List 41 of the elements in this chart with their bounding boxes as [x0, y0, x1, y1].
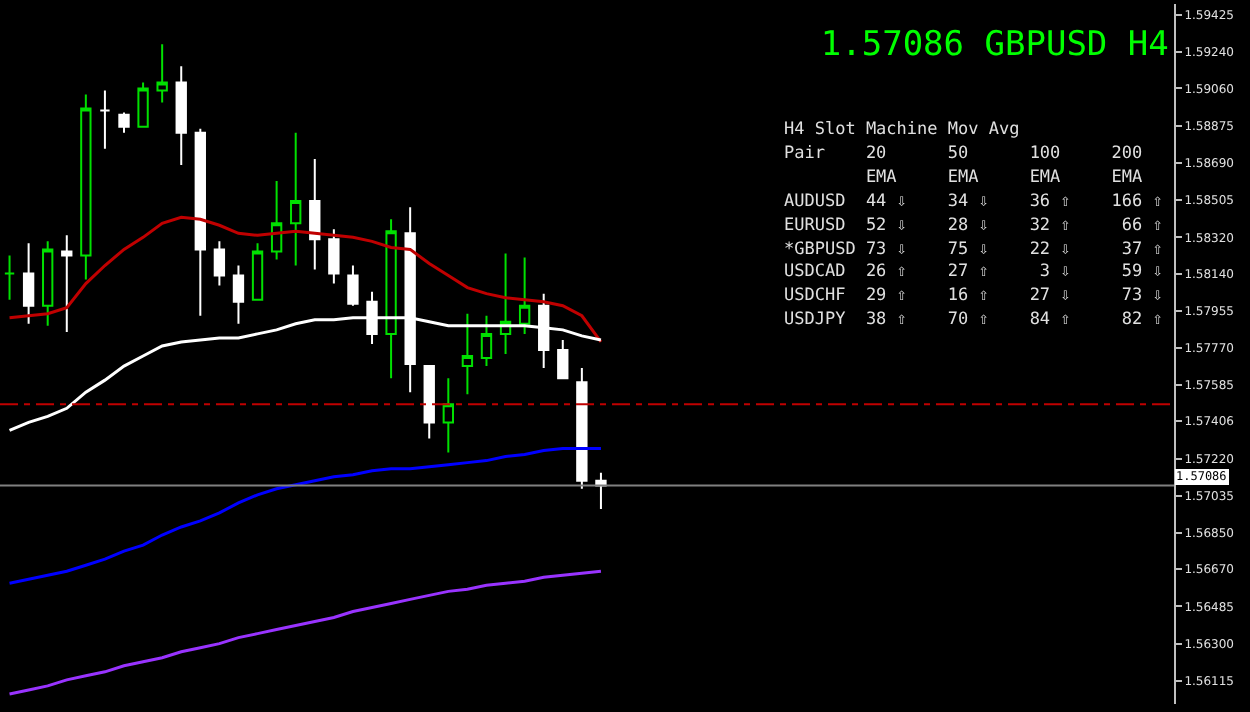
candlestick	[61, 234, 73, 333]
candlestick	[22, 242, 35, 325]
text: *GBPUSD 73 ⇩ 75 ⇩ 22 ⇩ 37 ⇧	[784, 240, 1163, 260]
text: H4 Slot Machine Mov Avg	[784, 120, 1020, 140]
candlestick	[232, 264, 245, 325]
candlestick	[270, 180, 283, 261]
text: 1.57086 GBPUSD H4	[820, 24, 1169, 65]
text: USDJPY 38 ⇧ 70 ⇧ 84 ⇧ 82 ⇧	[784, 310, 1163, 330]
candlestick	[3, 254, 16, 301]
line-series	[8, 569, 603, 696]
text: EURUSD 52 ⇩ 28 ⇩ 32 ⇧ 66 ⇧	[784, 216, 1163, 236]
text: EMA EMA EMA EMA	[784, 168, 1143, 188]
candlestick	[442, 377, 454, 454]
candlestick	[290, 131, 302, 267]
text: Pair 20 50 100 200	[784, 144, 1143, 164]
text: AUDUSD 44 ⇩ 34 ⇩ 36 ⇧ 166 ⇧	[784, 192, 1163, 212]
candlestick	[156, 43, 168, 104]
candlestick	[80, 93, 92, 281]
text: USDCHF 29 ⇧ 16 ⇧ 27 ⇩ 73 ⇩	[784, 286, 1163, 306]
candlestick	[42, 240, 54, 327]
candlestick	[328, 228, 340, 285]
candlestick	[480, 314, 493, 368]
candlestick	[118, 111, 130, 134]
candlestick	[309, 157, 321, 271]
candlestick	[175, 65, 187, 166]
candlestick	[557, 338, 569, 380]
candlestick	[595, 471, 607, 510]
text: USDCAD 26 ⇧ 27 ⇧ 3 ⇩ 59 ⇩	[784, 262, 1163, 282]
line-series	[8, 447, 603, 585]
candlestick	[347, 264, 359, 307]
candlestick	[385, 218, 397, 380]
candlestick	[194, 127, 206, 317]
candlestick	[213, 240, 226, 287]
candlestick	[423, 365, 435, 440]
candlestick	[251, 242, 264, 301]
line-series	[8, 215, 603, 344]
candlestick	[461, 312, 474, 396]
candlestick	[518, 256, 531, 335]
candlestick	[99, 89, 111, 150]
candlestick	[137, 81, 149, 128]
candlestick	[576, 367, 588, 490]
